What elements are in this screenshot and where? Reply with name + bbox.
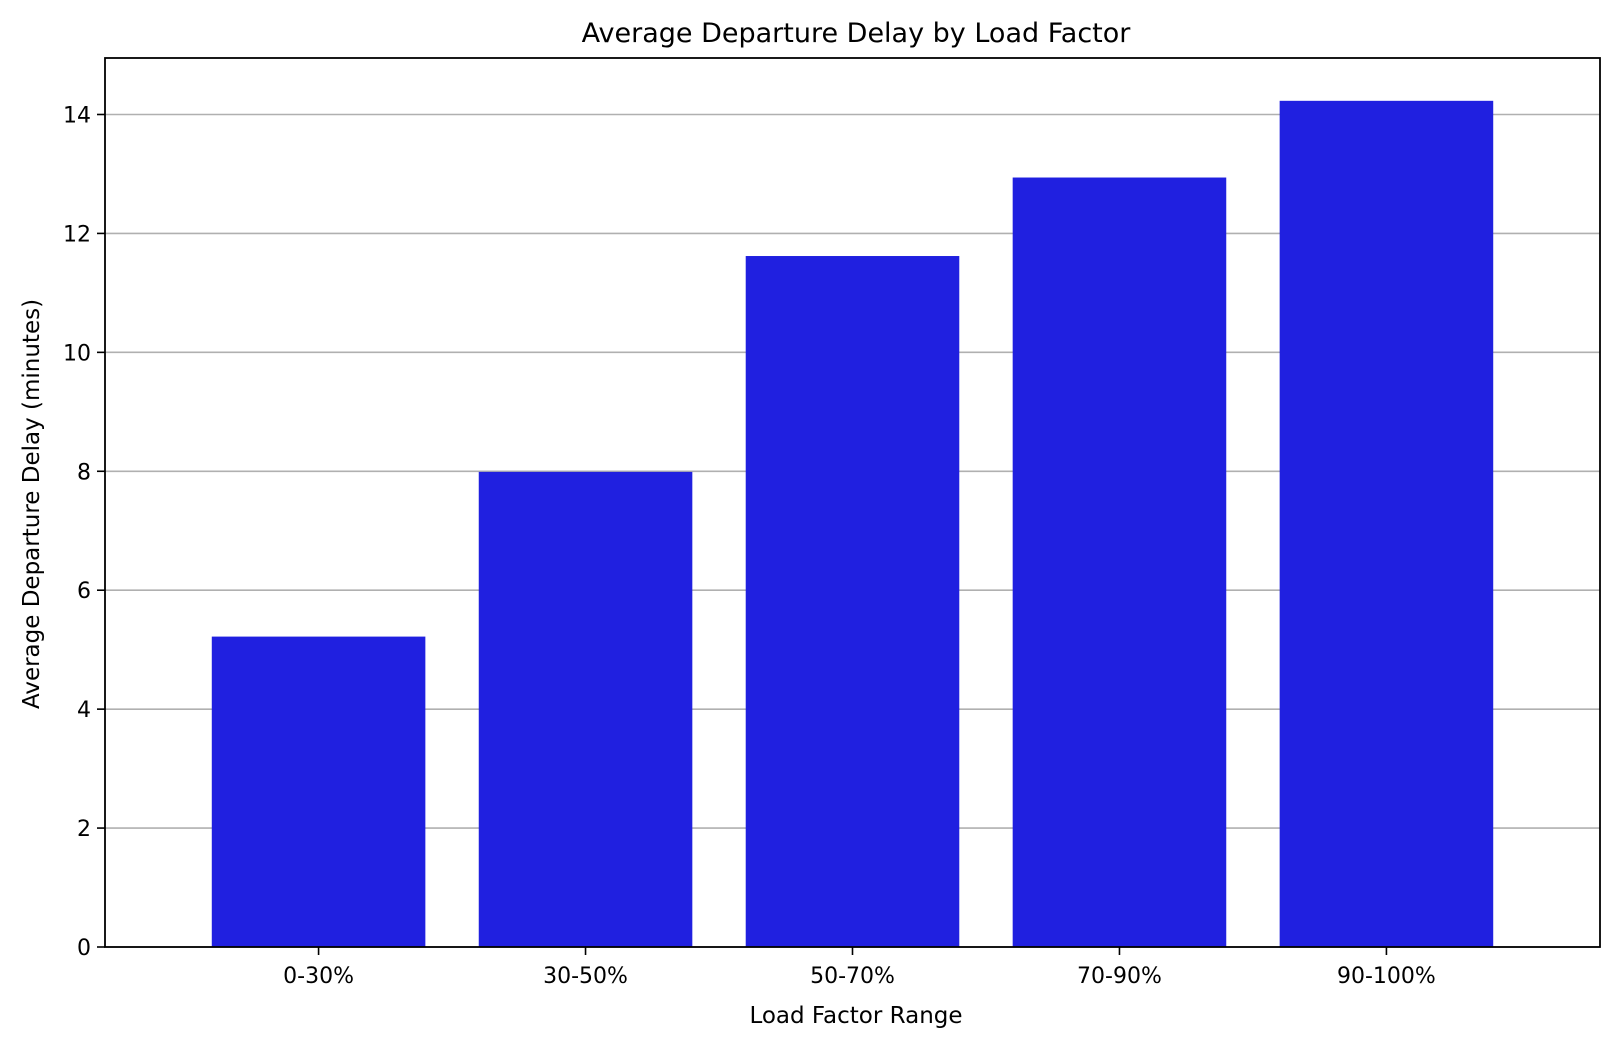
y-axis-label: Average Departure Delay (minutes): [19, 299, 45, 709]
bar-70-90%: [1012, 177, 1227, 947]
bar-0-30%: [211, 636, 426, 947]
chart-title: Average Departure Delay by Load Factor: [582, 18, 1132, 49]
y-tick-label: 8: [77, 460, 91, 485]
y-tick-label: 2: [77, 817, 91, 842]
bar-50-70%: [745, 256, 960, 947]
y-tick-label: 10: [63, 341, 91, 366]
y-tick-label: 12: [63, 222, 91, 247]
y-tick-label: 6: [77, 579, 91, 604]
bar-90-100%: [1279, 100, 1494, 948]
x-axis-ticks: 0-30% 30-50% 50-70% 70-90% 90-100%: [283, 947, 1436, 989]
bar-30-50%: [478, 471, 693, 947]
x-tick-label: 0-30%: [283, 964, 354, 989]
x-tick-label: 90-100%: [1337, 964, 1436, 989]
x-tick-label: 70-90%: [1077, 964, 1162, 989]
bars: [211, 100, 1494, 948]
x-tick-label: 30-50%: [543, 964, 628, 989]
x-tick-label: 50-70%: [810, 964, 895, 989]
y-tick-label: 14: [63, 103, 91, 128]
y-axis-ticks: 0 2 4 6 8 10 12 14: [63, 103, 105, 961]
y-tick-label: 4: [77, 698, 91, 723]
x-axis-label: Load Factor Range: [749, 1003, 962, 1029]
y-tick-label: 0: [77, 936, 91, 961]
